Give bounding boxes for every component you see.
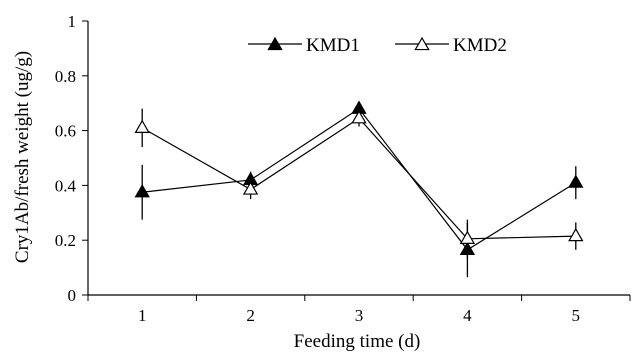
legend-label: KMD1: [306, 35, 360, 56]
y-tick-label: 0.2: [55, 231, 76, 250]
series-line: [141, 117, 576, 240]
y-tick-label: 0.4: [55, 176, 77, 195]
data-point: [351, 110, 367, 124]
data-point: [134, 119, 150, 134]
x-tick-label: 1: [138, 306, 147, 325]
data-point: [134, 184, 150, 198]
x-tick-label: 3: [355, 306, 364, 325]
data-point: [568, 227, 584, 242]
y-tick-label: 0.6: [55, 122, 76, 141]
x-tick-label: 4: [463, 306, 472, 325]
x-tick-label: 5: [572, 306, 581, 325]
legend-marker: [414, 36, 430, 51]
y-tick-label: 1: [68, 12, 77, 31]
legend: KMD1 KMD2: [248, 35, 507, 56]
series-kmd2: [134, 108, 584, 259]
legend-marker: [267, 36, 283, 51]
y-axis-title: Cry1Ab/fresh weight (ug/g): [12, 51, 33, 263]
series-layer: [134, 100, 584, 278]
y-tick-label: 0.8: [55, 67, 76, 86]
legend-item-kmd2: KMD2: [395, 35, 507, 56]
legend-label: KMD2: [453, 35, 507, 56]
x-tick-label: 2: [246, 306, 255, 325]
data-point: [568, 174, 584, 188]
axes: 0 0.2 0.4 0.6 0.8 1 1 2 3 4 5: [55, 12, 631, 325]
data-point: [459, 230, 476, 244]
series-kmd1: [134, 100, 584, 278]
data-point: [242, 181, 259, 195]
y-tick-label: 0: [68, 286, 77, 305]
series-line: [142, 107, 577, 251]
x-axis-title: Feeding time (d): [294, 331, 421, 352]
legend-item-kmd1: KMD1: [248, 35, 360, 56]
